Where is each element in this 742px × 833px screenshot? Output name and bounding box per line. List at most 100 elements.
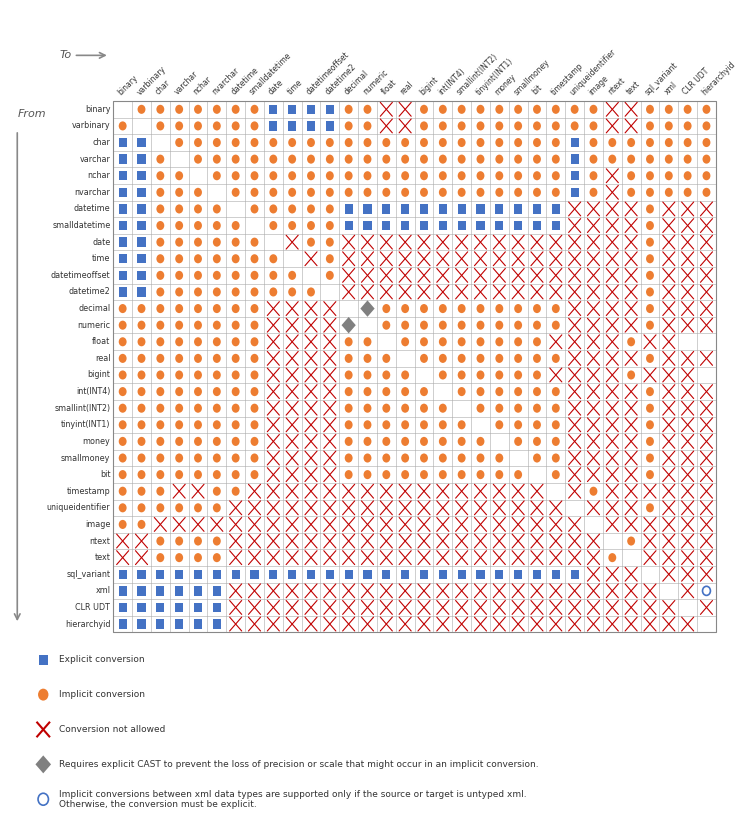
Circle shape [157, 354, 164, 363]
Circle shape [382, 436, 390, 446]
Circle shape [420, 187, 428, 197]
FancyBboxPatch shape [382, 221, 390, 230]
Circle shape [608, 553, 617, 562]
Circle shape [608, 155, 617, 163]
Circle shape [382, 387, 390, 397]
FancyBboxPatch shape [119, 619, 127, 629]
Circle shape [213, 204, 221, 213]
Text: CLR UDT: CLR UDT [681, 67, 711, 97]
FancyBboxPatch shape [382, 570, 390, 579]
FancyBboxPatch shape [344, 204, 352, 214]
Circle shape [175, 470, 183, 479]
Circle shape [646, 387, 654, 397]
Circle shape [137, 404, 145, 412]
Text: hierarchyid: hierarchyid [700, 60, 738, 97]
FancyBboxPatch shape [571, 187, 579, 197]
FancyBboxPatch shape [213, 570, 221, 579]
Circle shape [627, 172, 635, 180]
Circle shape [627, 337, 635, 347]
Circle shape [571, 122, 579, 131]
FancyBboxPatch shape [420, 204, 428, 214]
Text: text: text [625, 80, 642, 97]
Circle shape [194, 553, 202, 562]
Circle shape [514, 404, 522, 412]
Circle shape [251, 122, 258, 131]
FancyBboxPatch shape [382, 204, 390, 214]
Circle shape [345, 122, 352, 131]
FancyBboxPatch shape [288, 121, 296, 131]
FancyBboxPatch shape [137, 254, 145, 263]
Text: date: date [267, 78, 286, 97]
Circle shape [364, 387, 372, 397]
Polygon shape [361, 301, 375, 317]
Text: tinyint(INT1): tinyint(INT1) [61, 421, 111, 429]
Text: datetime2: datetime2 [68, 287, 111, 297]
Text: text: text [94, 553, 111, 562]
Circle shape [251, 404, 258, 412]
FancyBboxPatch shape [364, 570, 372, 579]
Circle shape [194, 371, 202, 380]
Text: Implicit conversion: Implicit conversion [59, 690, 145, 699]
Circle shape [232, 254, 240, 263]
FancyBboxPatch shape [119, 254, 127, 263]
Text: varbinary: varbinary [135, 64, 168, 97]
Circle shape [119, 354, 127, 363]
Circle shape [533, 387, 541, 397]
Text: sql_variant: sql_variant [66, 570, 111, 579]
Circle shape [439, 354, 447, 363]
Circle shape [326, 221, 334, 230]
Circle shape [533, 105, 541, 114]
Circle shape [232, 470, 240, 479]
Circle shape [439, 187, 447, 197]
Circle shape [364, 105, 372, 114]
Circle shape [213, 138, 221, 147]
Circle shape [514, 304, 522, 313]
Circle shape [401, 172, 409, 180]
Circle shape [213, 553, 221, 562]
Circle shape [533, 337, 541, 347]
Circle shape [288, 172, 296, 180]
Circle shape [439, 155, 447, 163]
Text: hierarchyid: hierarchyid [65, 620, 111, 629]
Circle shape [683, 155, 692, 163]
Circle shape [401, 421, 409, 429]
FancyBboxPatch shape [533, 221, 541, 230]
Circle shape [533, 155, 541, 163]
Circle shape [590, 105, 597, 114]
Circle shape [590, 486, 597, 496]
Circle shape [458, 371, 465, 380]
Circle shape [307, 204, 315, 213]
Circle shape [213, 304, 221, 313]
Circle shape [514, 387, 522, 397]
Circle shape [213, 404, 221, 412]
Circle shape [683, 138, 692, 147]
FancyBboxPatch shape [326, 570, 334, 579]
FancyBboxPatch shape [137, 570, 145, 579]
Circle shape [232, 105, 240, 114]
Circle shape [496, 138, 503, 147]
Circle shape [175, 237, 183, 247]
FancyBboxPatch shape [119, 271, 127, 280]
Circle shape [382, 421, 390, 429]
Circle shape [194, 404, 202, 412]
Circle shape [514, 470, 522, 479]
Circle shape [157, 304, 164, 313]
Circle shape [476, 337, 485, 347]
FancyBboxPatch shape [571, 154, 579, 164]
Circle shape [119, 503, 127, 512]
Text: bit: bit [100, 470, 111, 479]
Text: float: float [92, 337, 111, 347]
Text: nchar: nchar [88, 172, 111, 180]
Circle shape [194, 470, 202, 479]
Circle shape [646, 122, 654, 131]
Circle shape [552, 321, 559, 330]
Circle shape [382, 187, 390, 197]
Circle shape [496, 371, 503, 380]
Circle shape [476, 387, 485, 397]
Circle shape [439, 321, 447, 330]
Circle shape [646, 237, 654, 247]
Circle shape [401, 371, 409, 380]
Circle shape [345, 155, 352, 163]
Circle shape [420, 387, 428, 397]
Circle shape [213, 237, 221, 247]
